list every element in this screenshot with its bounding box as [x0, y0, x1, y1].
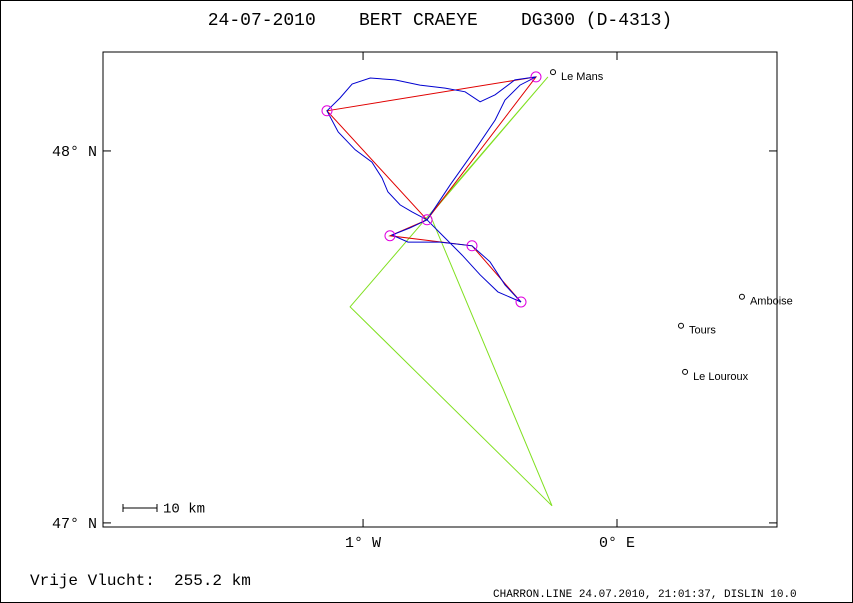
- credit: CHARRON.LINE 24.07.2010, 21:01:37, DISLI…: [493, 589, 797, 601]
- place-marker: [682, 368, 689, 375]
- place-marker: [550, 69, 557, 76]
- place-marker: [738, 293, 745, 300]
- plot-frame: [102, 51, 778, 528]
- place-label: Le Mans: [561, 71, 604, 83]
- turnpoint: [466, 240, 478, 252]
- x-tick-label: 1° W: [345, 535, 381, 552]
- place-label: Amboise: [750, 296, 793, 308]
- scale-label: 10 km: [163, 502, 205, 518]
- zone: [349, 76, 553, 507]
- place-label: Tours: [689, 325, 716, 337]
- y-tick-label: 48° N: [52, 144, 97, 161]
- y-tick-label: 47° N: [52, 516, 97, 533]
- chart-title: 24-07-2010 BERT CRAEYE DG300 (D-4313): [208, 11, 672, 31]
- place-marker: [678, 322, 685, 329]
- flight-track: [326, 76, 537, 303]
- turnpoint: [530, 71, 542, 83]
- turnpoint: [321, 105, 333, 117]
- turnpoint: [384, 230, 396, 242]
- place-label: Le Louroux: [693, 371, 749, 383]
- turnpoint: [421, 214, 433, 226]
- footer: Vrije Vlucht: 255.2 km: [30, 572, 251, 590]
- x-tick-label: 0° E: [599, 535, 635, 552]
- turnpoint: [515, 296, 527, 308]
